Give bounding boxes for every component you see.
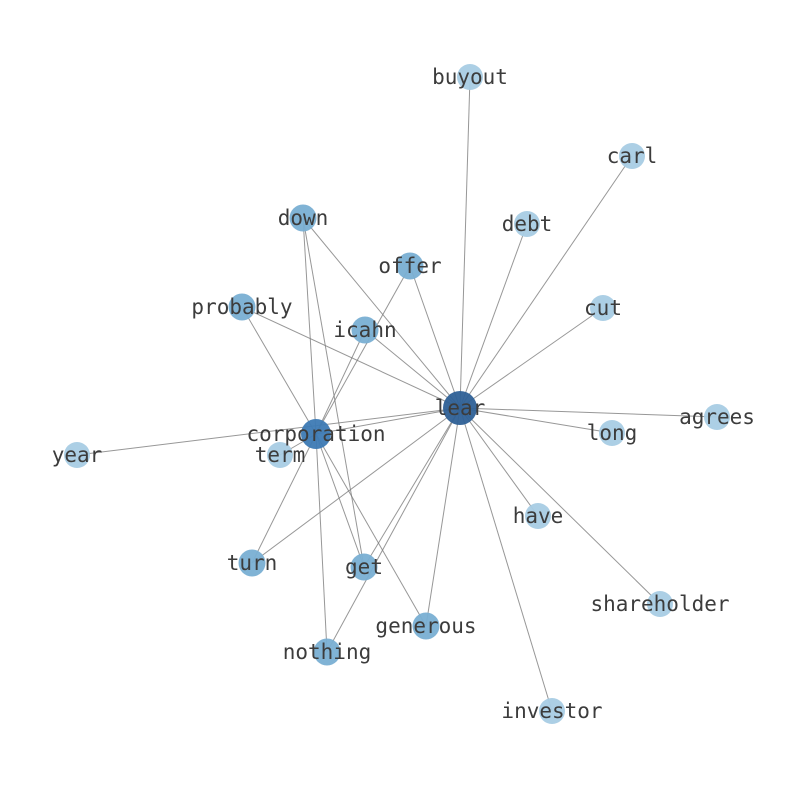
edge-get-lear (363, 407, 461, 568)
edge-corporation-lear (315, 407, 461, 435)
edge-icahn-corporation (315, 329, 366, 435)
edge-generous-corporation (315, 433, 427, 627)
node-offer (396, 252, 424, 280)
edge-buyout-lear (459, 76, 471, 409)
node-investor (539, 698, 565, 724)
node-probably (228, 293, 256, 321)
edge-probably-lear (241, 306, 461, 409)
node-cut (590, 295, 616, 321)
node-shareholder (647, 591, 673, 617)
edge-nothing-lear (326, 407, 461, 653)
edge-down-get (302, 217, 365, 568)
edge-nothing-corporation (315, 433, 328, 653)
edge-investor-lear (459, 407, 553, 712)
edge-shareholder-lear (459, 407, 661, 605)
node-corporation (301, 419, 331, 449)
edge-get-corporation (315, 433, 365, 568)
node-get (350, 553, 378, 581)
node-agrees (704, 404, 730, 430)
edges-layer (76, 76, 718, 712)
edge-agrees-lear (459, 407, 718, 418)
node-have (525, 503, 551, 529)
edge-generous-lear (425, 407, 461, 627)
edge-have-lear (459, 407, 539, 517)
edge-long-lear (459, 407, 613, 434)
node-nothing (313, 638, 341, 666)
node-year (64, 442, 90, 468)
edge-turn-lear (251, 407, 461, 564)
edge-carl-lear (459, 155, 633, 409)
edge-turn-corporation (251, 433, 317, 564)
node-turn (238, 549, 266, 577)
edge-probably-corporation (241, 306, 317, 435)
edge-offer-corporation (315, 265, 411, 435)
node-icahn (351, 316, 379, 344)
node-debt (514, 211, 540, 237)
node-long (599, 420, 625, 446)
node-carl (619, 143, 645, 169)
edge-icahn-lear (364, 329, 461, 409)
edge-down-lear (302, 217, 461, 409)
edge-year-lear (76, 407, 461, 456)
nodes-layer (64, 64, 730, 724)
node-term (267, 442, 293, 468)
node-down (289, 204, 317, 232)
node-generous (412, 612, 440, 640)
edge-offer-lear (409, 265, 461, 409)
node-lear (443, 391, 477, 425)
edge-debt-lear (459, 223, 528, 409)
node-buyout (457, 64, 483, 90)
edge-down-corporation (302, 217, 317, 435)
edge-cut-lear (459, 307, 604, 409)
